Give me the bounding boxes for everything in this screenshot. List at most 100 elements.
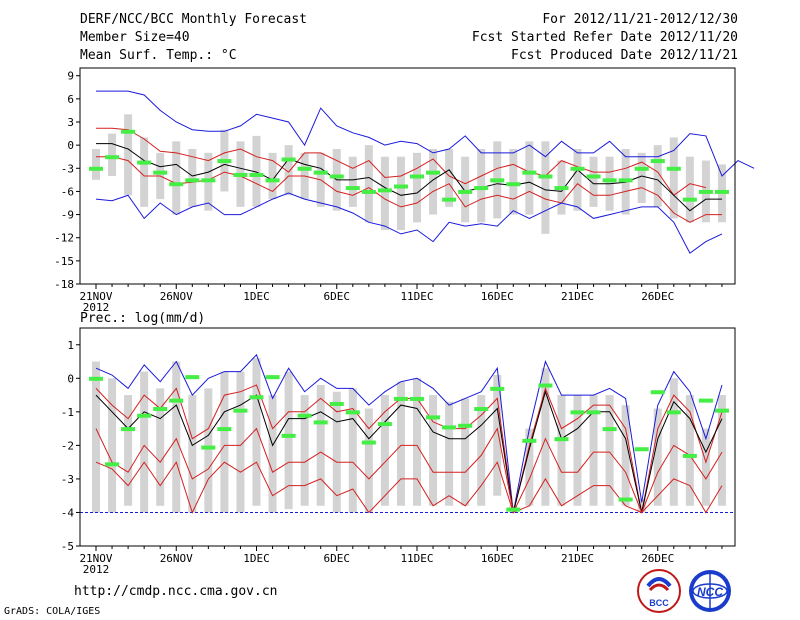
observed-marker	[201, 445, 216, 450]
x-tick-label: 21DEC	[561, 290, 594, 303]
ensemble-range-bar	[332, 391, 341, 513]
ensemble-range-bar	[220, 371, 229, 513]
y-tick-label: -9	[61, 209, 74, 222]
ensemble-range-bar	[396, 381, 405, 506]
observed-marker	[586, 410, 601, 415]
ensemble-range-bar	[493, 374, 502, 496]
observed-marker	[634, 166, 649, 171]
series-mean-line	[95, 390, 723, 513]
observed-marker	[602, 178, 617, 183]
y-tick-label: 3	[67, 116, 74, 129]
observed-marker	[201, 178, 216, 183]
forecast-produced-date: Fcst Produced Date 2012/11/21	[511, 48, 738, 63]
ensemble-range-bar	[108, 133, 117, 176]
precipitation-panel: 1 0 -1 -2 -3 -4 -5 21NOV 26NOV 1DEC 6DEC 11DEC 16DEC…	[61, 327, 736, 576]
x-tick-label: 1DEC	[243, 552, 270, 565]
ensemble-range-bar	[461, 398, 470, 506]
ensemble-range-bar	[429, 149, 438, 215]
ensemble-range-bar	[445, 401, 454, 506]
observed-marker	[618, 178, 633, 183]
observed-marker	[393, 184, 408, 189]
ensemble-range-bar	[461, 156, 470, 223]
ensemble-range-bar	[204, 388, 213, 513]
ensemble-range-bar	[300, 395, 309, 506]
ensemble-range-bar	[685, 395, 694, 506]
source-url[interactable]: http://cmdp.ncc.cma.gov.cn	[74, 584, 278, 599]
bcc-logo: BCC	[637, 569, 681, 613]
y-tick-label: -3	[61, 473, 74, 486]
forecast-period: For 2012/11/21-2012/12/30	[542, 12, 738, 27]
observed-marker	[682, 453, 697, 458]
ensemble-range-bar	[669, 378, 678, 506]
observed-marker	[377, 188, 392, 193]
observed-marker	[217, 427, 232, 432]
variable-label: Mean Surf. Temp.: °C	[80, 48, 237, 63]
ensemble-range-bar	[140, 371, 149, 513]
observed-marker	[602, 427, 617, 432]
observed-marker	[506, 182, 521, 187]
ensemble-range-bar	[396, 156, 405, 230]
ensemble-range-bar	[445, 149, 454, 207]
observed-marker	[281, 157, 296, 162]
observed-marker	[313, 420, 328, 425]
series-p25-line	[95, 427, 723, 515]
ensemble-range-bar	[380, 156, 389, 230]
observed-marker	[169, 182, 184, 187]
observed-marker	[458, 189, 473, 194]
x-tick-label: 16DEC	[481, 552, 514, 565]
ensemble-range-bar	[637, 499, 646, 513]
observed-marker	[297, 166, 312, 171]
y-tick-label: -2	[61, 439, 74, 452]
ensemble-range-bar	[413, 378, 421, 506]
ensemble-range-bar	[477, 149, 486, 223]
observed-marker	[185, 178, 200, 183]
ensemble-range-bar	[653, 145, 662, 207]
observed-marker	[522, 438, 537, 443]
ensemble-range-bar	[477, 395, 486, 506]
member-size-label: Member Size=40	[80, 30, 190, 45]
observed-marker	[345, 186, 360, 191]
ensemble-range-bar	[605, 395, 614, 506]
observed-marker	[442, 425, 457, 430]
observed-marker	[89, 166, 103, 171]
observed-marker	[586, 174, 601, 179]
ensemble-range-bar	[188, 395, 197, 513]
observed-marker	[474, 406, 489, 411]
observed-marker	[105, 462, 120, 467]
observed-marker	[121, 427, 136, 432]
ensemble-range-bar	[124, 395, 133, 506]
ensemble-range-bar	[92, 361, 100, 513]
observed-marker	[538, 174, 553, 179]
ensemble-range-bar	[236, 371, 245, 513]
observed-marker	[426, 170, 441, 175]
observed-marker	[682, 197, 697, 202]
ensemble-range-bar	[124, 114, 133, 196]
y-tick-label: -15	[54, 255, 74, 268]
y-tick-label: -5	[61, 540, 74, 553]
ensemble-range-bar	[621, 405, 630, 506]
ensemble-range-bar	[525, 141, 534, 215]
observed-marker	[570, 166, 585, 171]
y-tick-label: -12	[54, 232, 74, 245]
y-tick-label: 1	[67, 339, 74, 352]
ensemble-range-bar	[701, 428, 710, 506]
y-tick-label: -1	[61, 406, 74, 419]
observed-marker	[506, 507, 521, 512]
x-tick-label: 11DEC	[400, 552, 433, 565]
ncc-logo: NCC	[689, 570, 731, 612]
observed-marker	[169, 398, 184, 403]
observed-marker	[329, 174, 344, 179]
grads-credit: GrADS: COLA/IGES	[4, 606, 101, 617]
y-tick-label: -6	[61, 185, 74, 198]
x-tick-label: 26NOV	[160, 552, 193, 565]
observed-marker	[618, 497, 633, 502]
ensemble-range-bar	[252, 358, 261, 506]
ensemble-range-bar	[252, 135, 261, 207]
ensemble-range-bar	[268, 395, 277, 513]
series-max-line	[95, 353, 723, 513]
observed-marker	[490, 386, 505, 391]
observed-marker	[538, 383, 553, 388]
ensemble-range-bar	[348, 156, 357, 207]
ensemble-range-bar	[172, 361, 181, 513]
